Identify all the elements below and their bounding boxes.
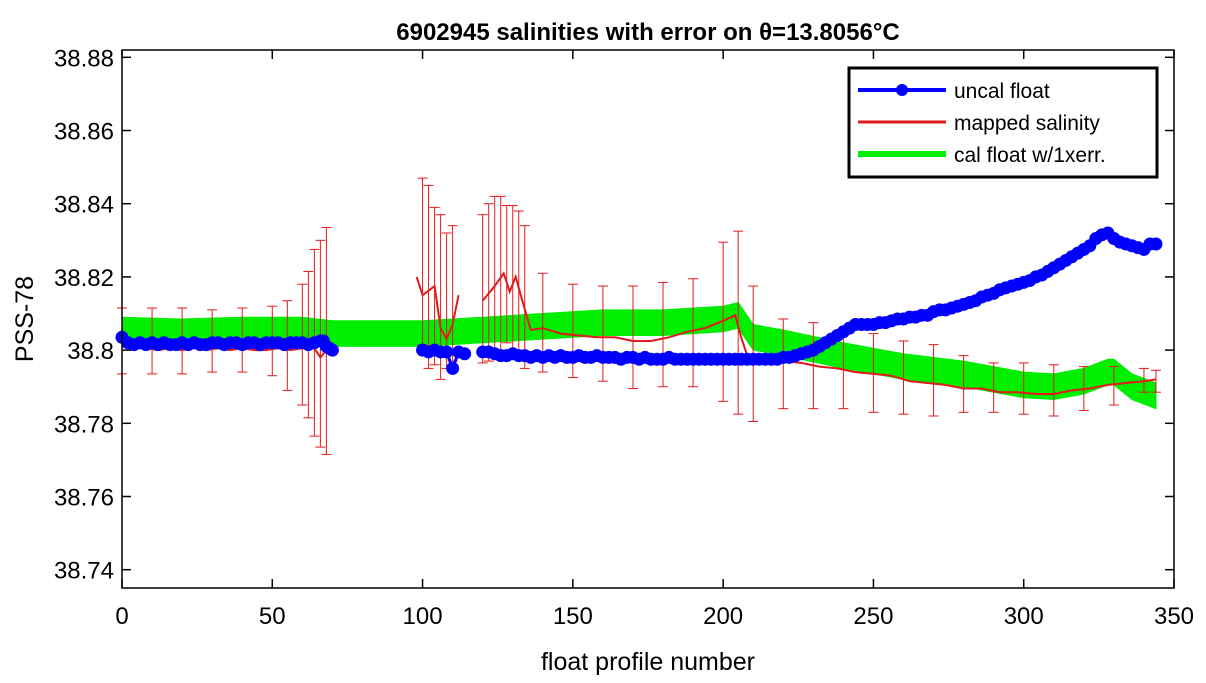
legend: uncal float mapped salinity cal float w/1x… — [847, 66, 1159, 179]
x-tick-label: 300 — [1004, 603, 1044, 630]
x-tick-label: 100 — [403, 603, 443, 630]
axis-ticks: 0 50 100 150 200 250 300 350 38.74 38.76 38.78 38.8… — [54, 45, 1194, 630]
y-tick-label: 38.88 — [54, 45, 114, 72]
legend-uncal-float-label: uncal float — [954, 80, 1050, 103]
uncal-float-series — [115, 226, 1163, 375]
y-tick-label: 38.74 — [54, 558, 114, 585]
y-axis-label: PSS-78 — [11, 276, 39, 362]
x-tick-label: 150 — [553, 603, 593, 630]
uncal-float-point — [1149, 237, 1163, 251]
x-tick-label: 350 — [1154, 603, 1194, 630]
uncal-float-point — [446, 361, 460, 375]
y-tick-label: 38.78 — [54, 411, 114, 438]
legend-mapped-salinity-label: mapped salinity — [954, 112, 1100, 135]
uncal-float-point — [325, 343, 339, 357]
y-tick-label: 38.82 — [54, 265, 114, 292]
uncal-float-point — [458, 347, 472, 361]
uncal-float-point — [440, 345, 454, 359]
legend-cal-float-label: cal float w/1xerr. — [954, 144, 1106, 167]
x-axis-label: float profile number — [541, 648, 755, 676]
plot-frame — [121, 49, 1175, 589]
x-tick-label: 250 — [853, 603, 893, 630]
x-tick-label: 50 — [259, 603, 286, 630]
legend-uncal-float-marker — [896, 84, 908, 96]
y-tick-label: 38.76 — [54, 485, 114, 512]
y-tick-label: 38.8 — [67, 338, 114, 365]
chart-title: 6902945 salinities with error on θ=13.80… — [396, 19, 900, 46]
y-tick-label: 38.84 — [54, 192, 114, 219]
x-tick-label: 0 — [115, 603, 128, 630]
y-tick-label: 38.86 — [54, 119, 114, 146]
x-tick-label: 200 — [703, 603, 743, 630]
